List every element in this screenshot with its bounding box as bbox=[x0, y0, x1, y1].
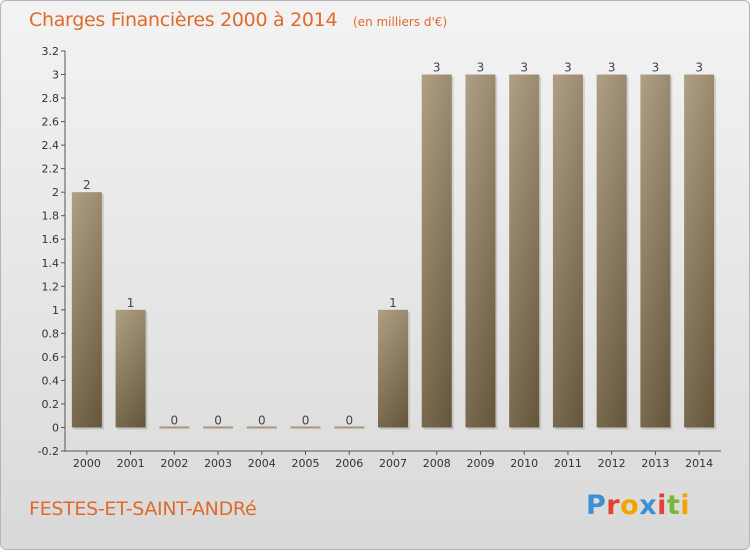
y-tick-label: 1.4 bbox=[42, 257, 60, 270]
chart-title: Charges Financières 2000 à 2014 bbox=[29, 9, 338, 31]
y-tick-label: 0.4 bbox=[42, 374, 60, 387]
x-tick-label: 2000 bbox=[73, 457, 101, 470]
x-tick-label: 2014 bbox=[685, 457, 713, 470]
data-label: 3 bbox=[695, 61, 703, 75]
y-tick-label: 2.6 bbox=[42, 116, 60, 129]
x-tick-label: 2001 bbox=[117, 457, 145, 470]
data-label: 0 bbox=[302, 413, 310, 427]
x-tick-label: 2010 bbox=[510, 457, 538, 470]
y-tick-label: 3.2 bbox=[42, 45, 60, 58]
data-label: 1 bbox=[127, 296, 135, 310]
y-tick-label: 1.8 bbox=[42, 210, 60, 223]
bar-shade bbox=[684, 74, 715, 428]
bar-shade bbox=[71, 192, 102, 428]
y-tick-label: 3 bbox=[52, 69, 59, 82]
data-label: 0 bbox=[171, 413, 179, 427]
x-tick-label: 2008 bbox=[423, 457, 451, 470]
logo-letter: P bbox=[586, 490, 607, 521]
y-tick-label: 1 bbox=[52, 304, 59, 317]
x-tick-label: 2012 bbox=[598, 457, 626, 470]
data-label: 3 bbox=[433, 61, 441, 75]
y-tick-label: 2 bbox=[52, 186, 59, 199]
y-tick-label: -0.2 bbox=[38, 445, 59, 458]
bar bbox=[203, 426, 234, 429]
data-label: 0 bbox=[258, 413, 266, 427]
bar-shade bbox=[596, 74, 627, 428]
bar bbox=[159, 426, 190, 429]
x-tick-label: 2013 bbox=[641, 457, 669, 470]
logo-letter: i bbox=[680, 490, 691, 521]
x-tick-label: 2011 bbox=[554, 457, 582, 470]
y-tick-label: 2.8 bbox=[42, 92, 60, 105]
data-label: 0 bbox=[214, 413, 222, 427]
y-tick-label: 1.6 bbox=[42, 233, 60, 246]
x-tick-label: 2004 bbox=[248, 457, 276, 470]
x-tick-label: 2005 bbox=[292, 457, 320, 470]
data-label: 3 bbox=[520, 61, 528, 75]
axes: -0.2 0 0.2 0.4 0.6 0.8 1 1.2 1.4 1.6 1.8 2 2.2 2.4 2.6… bbox=[38, 45, 721, 470]
bar-shade bbox=[509, 74, 540, 428]
logo-letter: t bbox=[666, 490, 681, 521]
x-tick-label: 2003 bbox=[204, 457, 232, 470]
data-label: 3 bbox=[564, 61, 572, 75]
y-tick-label: 0.8 bbox=[42, 327, 60, 340]
data-label: 0 bbox=[345, 413, 353, 427]
x-tick-label: 2006 bbox=[335, 457, 363, 470]
data-label: 1 bbox=[389, 296, 397, 310]
bar bbox=[334, 426, 365, 429]
logo-letter: x bbox=[639, 490, 658, 521]
commune-name: FESTES-ET-SAINT-ANDRé bbox=[29, 498, 257, 520]
data-labels: 2 1 0 0 0 0 0 1 3 3 3 3 3 3 3 bbox=[83, 61, 703, 428]
y-tick-label: 0.6 bbox=[42, 351, 60, 364]
bar-shade bbox=[115, 309, 146, 428]
bar bbox=[290, 426, 321, 429]
data-label: 2 bbox=[83, 178, 91, 192]
bar-shade bbox=[378, 309, 408, 428]
bar-shade bbox=[465, 74, 496, 428]
logo-letter: o bbox=[620, 490, 640, 521]
bars bbox=[71, 74, 717, 430]
data-label: 3 bbox=[477, 61, 485, 75]
y-tick-label: 2.4 bbox=[42, 139, 60, 152]
logo-letter: i bbox=[657, 490, 667, 521]
data-label: 3 bbox=[652, 61, 660, 75]
data-label: 3 bbox=[608, 61, 616, 75]
proxiti-logo[interactable]: Proxiti bbox=[586, 490, 690, 521]
bar-shade bbox=[640, 74, 671, 428]
y-tick-label: 0.2 bbox=[42, 398, 60, 411]
y-tick-label: 0 bbox=[52, 421, 59, 434]
bar-shade bbox=[421, 74, 452, 428]
x-tick-label: 2009 bbox=[466, 457, 494, 470]
bar bbox=[246, 426, 277, 429]
chart-unit: (en milliers d'€) bbox=[353, 15, 448, 29]
y-tick-label: 1.2 bbox=[42, 280, 60, 293]
x-tick-label: 2007 bbox=[379, 457, 407, 470]
y-tick-label: 2.2 bbox=[42, 163, 60, 176]
x-tick-label: 2002 bbox=[160, 457, 188, 470]
logo-letter: r bbox=[606, 490, 621, 521]
bar-shade bbox=[552, 74, 583, 428]
